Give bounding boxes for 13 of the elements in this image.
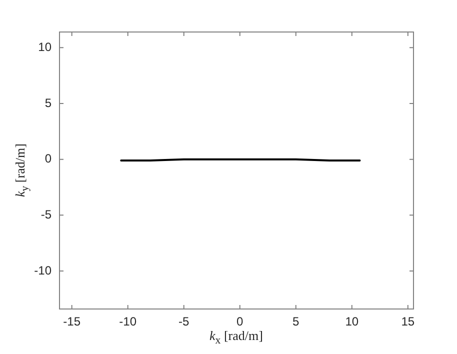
x-tick-label: -10 xyxy=(119,314,137,329)
y-tick-label: -5 xyxy=(40,207,52,222)
x-tick-label: 5 xyxy=(292,314,300,329)
y-tick-label: 5 xyxy=(44,96,52,110)
x-tick-label: 10 xyxy=(345,314,359,329)
x-tick-label: 15 xyxy=(401,314,415,329)
x-tick-label: 0 xyxy=(236,314,244,329)
x-axis-title: k$_{x}$ [rad/m] xyxy=(210,328,263,347)
x-tick-label: -15 xyxy=(63,314,81,329)
y-tick-label: 10 xyxy=(38,40,52,54)
y-tick-label: -10 xyxy=(34,263,52,278)
y-tick-label: 0 xyxy=(44,152,52,166)
x-tick-label: -5 xyxy=(178,314,190,329)
